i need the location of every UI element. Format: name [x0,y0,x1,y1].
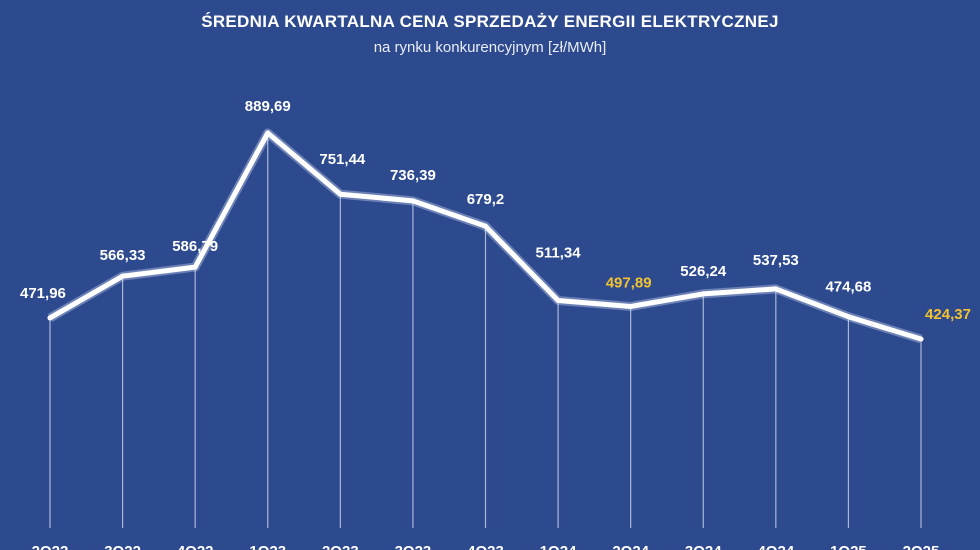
data-label-4Q23: 679,2 [467,191,505,208]
x-tick-1Q23: 1Q23 [249,543,286,550]
data-label-1Q24: 511,34 [536,244,582,261]
data-point-4Q24 [773,286,779,292]
x-tick-3Q24: 3Q24 [685,543,722,550]
series-line-group [47,128,924,344]
x-tick-4Q24: 4Q24 [757,543,794,550]
x-tick-2Q22: 2Q22 [32,543,69,550]
data-point-2Q24 [628,303,634,309]
data-label-2Q24: 497,89 [606,274,652,291]
x-axis-tick-labels: 2Q22 3Q22 4Q22 1Q23 2Q23 3Q23 4Q23 1Q24 2Q24 3Q24… [32,543,940,550]
data-label-3Q22: 566,33 [100,247,146,264]
data-point-2Q23 [337,191,343,197]
chart-title: ŚREDNIA KWARTALNA CENA SPRZEDAŻY ENERGII… [201,12,779,31]
data-labels: 471,96 566,33 586,79 889,69 751,44 736,39 679,… [20,98,971,323]
data-label-2Q22: 471,96 [20,285,66,302]
data-point-2Q25 [918,336,924,342]
x-tick-1Q24: 1Q24 [540,543,577,550]
data-point-4Q22 [192,264,198,270]
data-label-4Q22: 586,79 [172,238,218,255]
data-point-1Q24 [555,297,561,303]
data-point-3Q24 [700,291,706,297]
data-point-4Q23 [483,223,488,229]
data-label-4Q24: 537,53 [753,252,799,269]
x-tick-3Q23: 3Q23 [395,543,432,550]
x-tick-4Q22: 4Q22 [177,543,214,550]
x-tick-2Q25: 2Q25 [903,543,940,550]
chart-subtitle: na rynku konkurencyjnym [zł/MWh] [374,39,607,56]
data-label-1Q25: 474,68 [825,279,871,296]
drop-lines [49,133,922,528]
data-label-2Q23: 751,44 [319,151,366,168]
data-label-3Q23: 736,39 [390,167,436,184]
x-tick-2Q24: 2Q24 [612,543,649,550]
data-point-3Q23 [410,198,416,204]
data-point-3Q22 [120,273,126,279]
data-point-1Q23 [265,130,271,136]
x-tick-3Q22: 3Q22 [104,543,141,550]
x-tick-4Q23: 4Q23 [467,543,504,550]
data-point-1Q25 [845,314,851,320]
x-tick-1Q25: 1Q25 [830,543,867,550]
x-tick-2Q23: 2Q23 [322,543,359,550]
data-point-2Q22 [47,315,53,321]
data-label-2Q25: 424,37 [925,306,971,323]
data-label-1Q23: 889,69 [245,98,291,115]
data-label-3Q24: 526,24 [680,263,727,280]
